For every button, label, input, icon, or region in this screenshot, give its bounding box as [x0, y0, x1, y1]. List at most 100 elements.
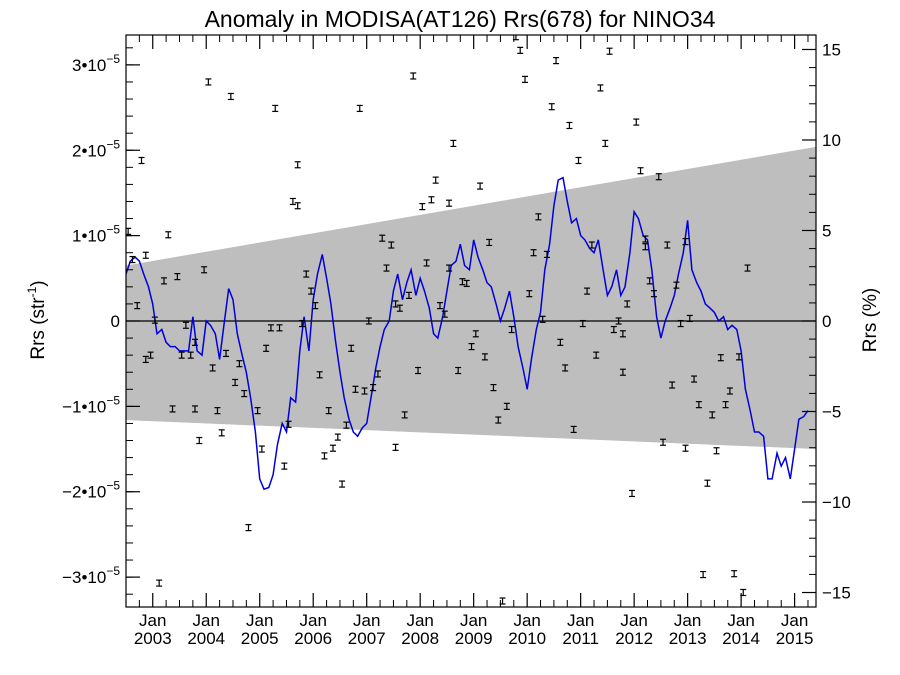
monthly-point: [650, 290, 657, 298]
monthly-point: [495, 416, 502, 424]
monthly-point: [379, 234, 386, 242]
left-y-tick-mantissa: −2•10: [62, 483, 106, 502]
monthly-point: [281, 462, 288, 470]
x-tick-year-label: 2003: [134, 629, 172, 648]
left-y-tick-label: 0: [111, 312, 120, 331]
monthly-point: [436, 302, 443, 310]
x-tick-year-label: 2012: [615, 629, 653, 648]
x-tick-year-label: 2005: [241, 629, 279, 648]
monthly-point: [446, 199, 453, 207]
monthly-point: [227, 92, 234, 101]
x-tick-year-label: 2008: [401, 629, 439, 648]
monthly-point: [570, 425, 577, 434]
right-y-tick-label: 5: [822, 221, 831, 240]
x-tick-month-label: Jan: [246, 611, 273, 630]
monthly-point: [503, 402, 510, 410]
monthly-point: [201, 266, 208, 274]
x-tick-year-label: 2009: [455, 629, 493, 648]
confidence-band: [126, 146, 816, 450]
left-y-axis-title-main: Rrs (str: [28, 297, 49, 360]
monthly-point: [669, 381, 676, 389]
monthly-point: [214, 407, 221, 415]
monthly-point: [339, 480, 346, 488]
monthly-point: [312, 302, 319, 310]
monthly-point: [352, 385, 359, 393]
left-y-tick-exponent: −5: [106, 564, 120, 578]
monthly-point: [477, 182, 484, 190]
monthly-point: [619, 368, 626, 376]
x-tick-month-label: Jan: [674, 611, 701, 630]
monthly-point: [428, 196, 435, 204]
monthly-point: [401, 411, 408, 419]
monthly-point: [602, 139, 609, 148]
left-y-tick-mantissa: −3•10: [62, 568, 106, 587]
monthly-point: [356, 104, 363, 113]
monthly-point: [156, 579, 163, 587]
monthly-point: [410, 72, 417, 80]
monthly-point: [526, 290, 533, 298]
monthly-point: [562, 364, 569, 372]
monthly-point: [308, 287, 315, 295]
monthly-point: [722, 401, 729, 409]
right-y-tick-label: −10: [822, 493, 851, 512]
monthly-point: [182, 321, 189, 329]
x-tick-month-label: Jan: [567, 611, 594, 630]
monthly-point: [686, 314, 693, 323]
monthly-point: [700, 570, 707, 579]
monthly-point: [160, 277, 167, 285]
monthly-point: [472, 330, 479, 338]
monthly-point: [717, 354, 724, 362]
x-tick-month-label: Jan: [353, 611, 380, 630]
monthly-point: [432, 176, 439, 184]
right-y-tick-label: 0: [822, 312, 831, 331]
monthly-point: [691, 375, 698, 383]
monthly-point: [147, 351, 154, 359]
x-tick-year-label: 2006: [294, 629, 332, 648]
left-y-tick-mantissa: 3•10: [72, 56, 106, 75]
monthly-point: [218, 429, 225, 437]
monthly-point: [192, 405, 198, 413]
monthly-point: [254, 407, 261, 415]
monthly-points-layer: [126, 35, 751, 605]
monthly-point: [637, 167, 644, 175]
left-y-tick-exponent: −5: [106, 137, 120, 151]
monthly-point: [642, 243, 649, 251]
monthly-point: [285, 420, 292, 428]
smoothed-series-line: [126, 176, 809, 491]
monthly-point: [232, 378, 239, 387]
monthly-point: [365, 317, 372, 325]
monthly-point: [535, 213, 542, 221]
left-y-axis-title-close: ): [28, 280, 49, 286]
monthly-point: [388, 241, 395, 249]
monthly-point: [615, 317, 622, 325]
monthly-point: [522, 75, 529, 83]
monthly-point: [192, 338, 198, 346]
left-y-tick-label: −2•10−5: [62, 479, 120, 502]
monthly-point: [486, 238, 493, 247]
left-y-tick-label: −3•10−5: [62, 564, 120, 587]
monthly-point: [450, 139, 457, 148]
monthly-point: [646, 277, 653, 285]
monthly-point: [267, 324, 274, 332]
monthly-point: [392, 300, 399, 308]
monthly-point: [165, 231, 172, 239]
monthly-point: [325, 407, 332, 415]
monthly-point: [142, 355, 149, 364]
monthly-point: [321, 452, 328, 460]
monthly-point: [455, 366, 462, 375]
left-y-tick-exponent: −5: [106, 223, 120, 237]
monthly-point: [553, 57, 560, 65]
left-y-tick-mantissa: 2•10: [72, 141, 106, 160]
monthly-point: [606, 47, 613, 55]
monthly-point: [134, 302, 141, 310]
monthly-point: [187, 351, 194, 359]
monthly-point: [709, 411, 716, 419]
x-tick-month-label: Jan: [139, 611, 166, 630]
x-tick-month-label: Jan: [513, 611, 540, 630]
x-tick-year-label: 2015: [776, 629, 814, 648]
left-y-tick-mantissa: 1•10: [72, 227, 106, 246]
monthly-point: [405, 291, 412, 299]
x-tick-month-label: Jan: [460, 611, 487, 630]
